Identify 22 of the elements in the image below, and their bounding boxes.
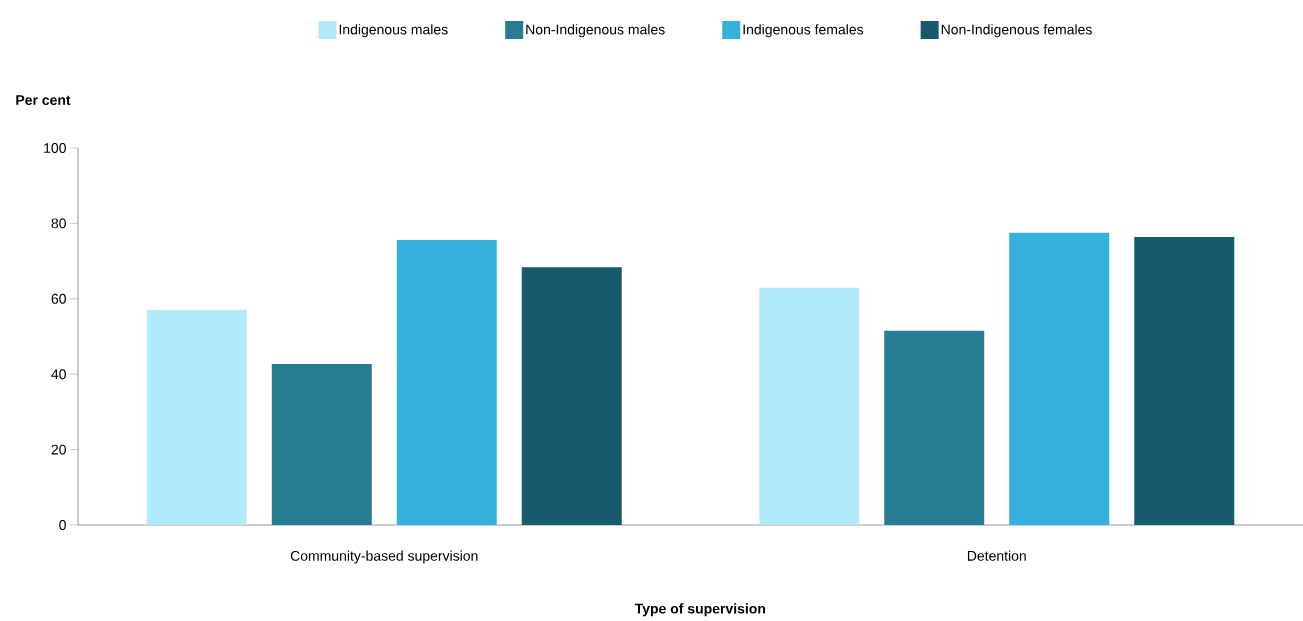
x-tick-label: Community-based supervision (290, 550, 478, 564)
bar (1134, 236, 1235, 525)
y-tick-label: 20 (51, 444, 66, 455)
legend-label: Indigenous males (339, 24, 448, 38)
y-tick-label: 40 (51, 369, 66, 380)
y-tick-label: 80 (51, 218, 66, 229)
y-tick-label: 100 (44, 143, 66, 153)
bar (521, 267, 622, 525)
y-tick-label: 60 (51, 293, 66, 304)
bar (1009, 232, 1110, 525)
legend-label: Non-Indigenous females (941, 24, 1092, 38)
legend-label: Non-Indigenous males (526, 24, 665, 38)
bar (271, 364, 372, 525)
bar (396, 239, 497, 525)
bar (146, 310, 247, 525)
y-axis-title: Per cent (16, 95, 71, 105)
legend-label: Indigenous females (743, 24, 864, 38)
x-tick-label: Detention (967, 550, 1026, 561)
bar (759, 287, 860, 525)
y-tick-label: 0 (59, 520, 66, 530)
bar (884, 330, 985, 525)
x-axis-title: Type of supervision (634, 603, 766, 617)
